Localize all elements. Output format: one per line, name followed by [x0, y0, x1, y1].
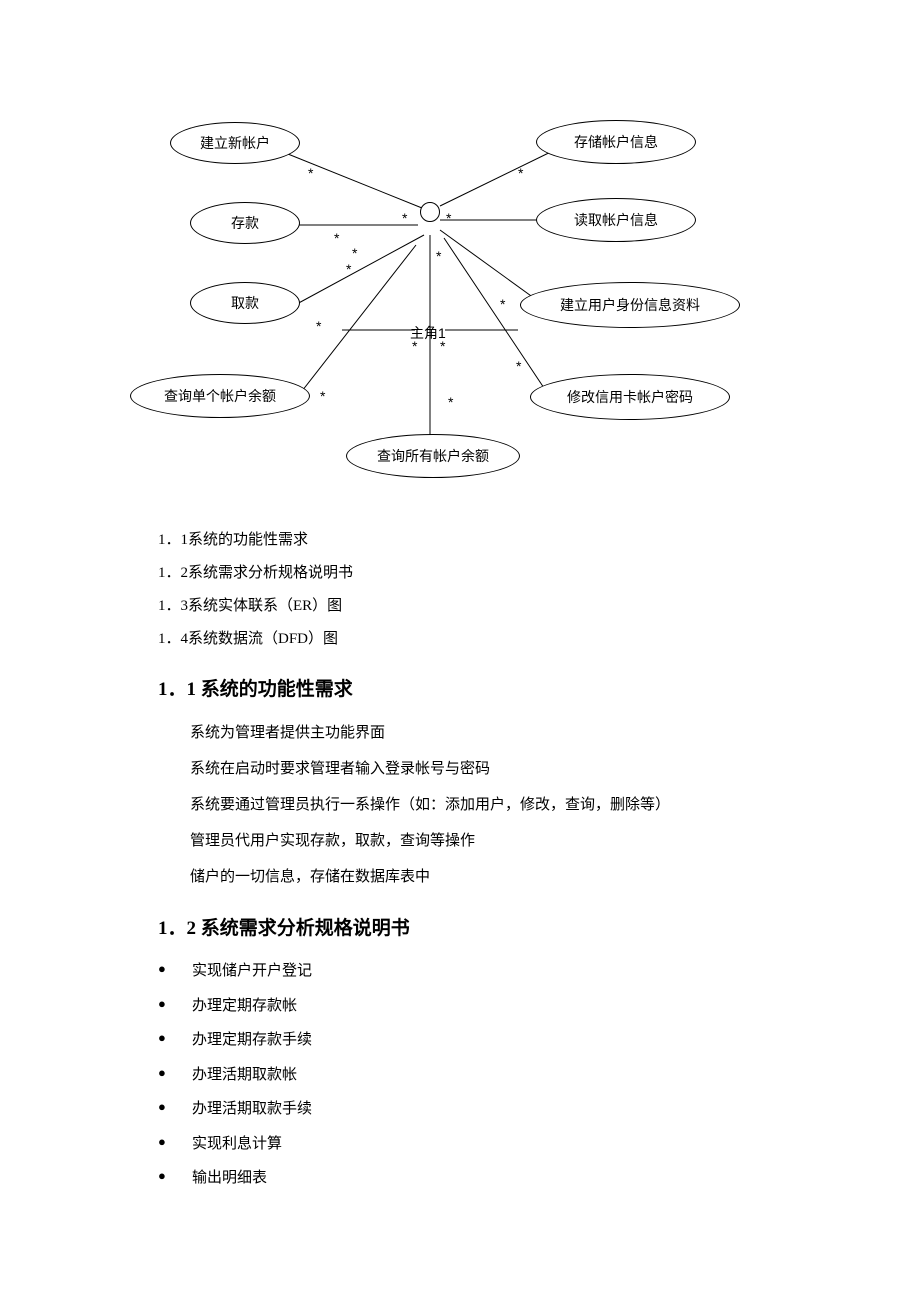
multiplicity-star: *	[352, 245, 357, 261]
node-label: 存款	[231, 213, 259, 233]
usecase-diagram: 主角1 建立新帐户 存款 取款 查询单个帐户余额 查询所有帐户余额 存储帐户信息…	[130, 110, 780, 510]
usecase-node-create-identity: 建立用户身份信息资料	[520, 282, 740, 328]
multiplicity-star: *	[320, 388, 325, 404]
usecase-node-create-account: 建立新帐户	[170, 122, 300, 164]
node-label: 查询单个帐户余额	[164, 386, 276, 406]
paragraph: 系统要通过管理员执行一系操作（如：添加用户，修改，查询，删除等）	[158, 787, 798, 823]
multiplicity-star: *	[346, 261, 351, 277]
usecase-node-deposit: 存款	[190, 202, 300, 244]
multiplicity-star: *	[334, 230, 339, 246]
paragraph: 管理员代用户实现存款，取款，查询等操作	[158, 823, 798, 859]
node-label: 建立新帐户	[200, 133, 270, 153]
usecase-node-store-info: 存储帐户信息	[536, 120, 696, 164]
multiplicity-star: *	[448, 394, 453, 410]
document-content: 1．1系统的功能性需求 1．2系统需求分析规格说明书 1．3系统实体联系（ER）…	[158, 524, 798, 1196]
multiplicity-star: *	[518, 165, 523, 181]
multiplicity-star: *	[308, 165, 313, 181]
list-item: 办理定期存款帐	[158, 989, 798, 1024]
toc-item: 1．2系统需求分析规格说明书	[158, 557, 798, 590]
usecase-node-read-info: 读取帐户信息	[536, 198, 696, 242]
usecase-node-query-all: 查询所有帐户余额	[346, 434, 520, 478]
multiplicity-star: *	[412, 338, 417, 354]
bullet-list: 实现储户开户登记 办理定期存款帐 办理定期存款手续 办理活期取款帐 办理活期取款…	[158, 954, 798, 1196]
list-item: 办理定期存款手续	[158, 1023, 798, 1058]
multiplicity-star: *	[500, 296, 505, 312]
list-item: 办理活期取款帐	[158, 1058, 798, 1093]
usecase-node-query-single: 查询单个帐户余额	[130, 374, 310, 418]
section-heading-1-2: 1．2 系统需求分析规格说明书	[158, 913, 798, 940]
toc-item: 1．3系统实体联系（ER）图	[158, 590, 798, 623]
multiplicity-star: *	[516, 358, 521, 374]
list-item: 输出明细表	[158, 1161, 798, 1196]
paragraph: 储户的一切信息，存储在数据库表中	[158, 859, 798, 895]
node-label: 修改信用卡帐户密码	[567, 387, 693, 407]
paragraph: 系统在启动时要求管理者输入登录帐号与密码	[158, 751, 798, 787]
usecase-node-withdraw: 取款	[190, 282, 300, 324]
multiplicity-star: *	[446, 210, 451, 226]
section-heading-1-1: 1．1 系统的功能性需求	[158, 674, 798, 701]
node-label: 取款	[231, 293, 259, 313]
list-item: 实现储户开户登记	[158, 954, 798, 989]
node-label: 存储帐户信息	[574, 132, 658, 152]
multiplicity-star: *	[436, 248, 441, 264]
list-item: 办理活期取款手续	[158, 1092, 798, 1127]
multiplicity-star: *	[316, 318, 321, 334]
node-label: 查询所有帐户余额	[377, 446, 489, 466]
node-label: 读取帐户信息	[574, 210, 658, 230]
paragraph: 系统为管理者提供主功能界面	[158, 715, 798, 751]
toc-item: 1．4系统数据流（DFD）图	[158, 623, 798, 656]
list-item: 实现利息计算	[158, 1127, 798, 1162]
multiplicity-star: *	[402, 210, 407, 226]
multiplicity-star: *	[440, 338, 445, 354]
actor-icon	[420, 202, 440, 222]
toc-item: 1．1系统的功能性需求	[158, 524, 798, 557]
node-label: 建立用户身份信息资料	[560, 295, 700, 315]
usecase-node-change-password: 修改信用卡帐户密码	[530, 374, 730, 420]
